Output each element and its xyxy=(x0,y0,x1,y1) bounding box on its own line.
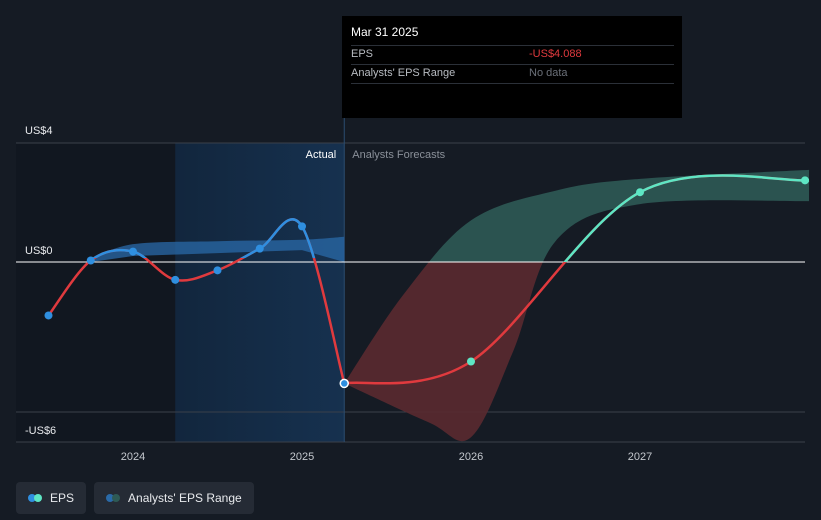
tooltip-range-value: No data xyxy=(529,67,568,79)
actual-shade xyxy=(16,143,176,442)
legend-eps-label: EPS xyxy=(50,491,75,505)
tooltip-row-range: Analysts' EPS Range No data xyxy=(351,64,674,84)
tooltip-eps-label: EPS xyxy=(351,48,374,60)
highlight-period xyxy=(175,143,345,442)
actual-label: Actual xyxy=(306,149,337,161)
eps-forecast-point xyxy=(801,176,809,185)
eps-forecast-point xyxy=(636,188,644,197)
forecast-range-negative xyxy=(344,262,543,442)
legend-range-swatch-icon xyxy=(106,494,121,502)
eps-actual-point xyxy=(255,244,264,253)
tooltip-eps-value: -US$4.088 xyxy=(529,48,582,60)
forecast-range-positive xyxy=(428,169,809,262)
legend-eps[interactable]: EPS xyxy=(16,482,87,514)
actual-range-band xyxy=(90,236,345,262)
eps-actual-point xyxy=(86,256,95,265)
y-tick-label: -US$6 xyxy=(25,425,56,437)
tooltip: Mar 31 2025 EPS -US$4.088 Analysts' EPS … xyxy=(342,16,682,118)
legend: EPS Analysts' EPS Range xyxy=(16,482,254,514)
x-tick-label: 2027 xyxy=(628,451,652,463)
forecast-label: Analysts Forecasts xyxy=(352,149,445,161)
eps-forecast-point xyxy=(467,357,475,366)
legend-eps-swatch-icon xyxy=(28,494,42,502)
y-tick-label: US$4 xyxy=(25,125,53,137)
tooltip-row-eps: EPS -US$4.088 xyxy=(351,45,674,64)
eps-actual-point xyxy=(339,378,349,389)
eps-actual-point xyxy=(44,311,53,320)
legend-range-label: Analysts' EPS Range xyxy=(128,491,242,505)
tooltip-range-label: Analysts' EPS Range xyxy=(351,67,456,79)
x-tick-label: 2025 xyxy=(290,451,314,463)
legend-range[interactable]: Analysts' EPS Range xyxy=(94,482,254,514)
legend-range-dot-a xyxy=(106,494,115,502)
y-tick-label: US$0 xyxy=(25,245,53,257)
eps-actual-point xyxy=(171,275,180,284)
tooltip-date: Mar 31 2025 xyxy=(351,25,419,39)
x-tick-label: 2026 xyxy=(459,451,483,463)
legend-range-dot-b xyxy=(112,494,121,502)
eps-forecast-line xyxy=(563,174,810,262)
legend-eps-dot-b xyxy=(34,494,42,502)
eps-actual-point xyxy=(298,222,306,231)
eps-actual-line xyxy=(92,218,316,258)
eps-actual-point xyxy=(129,247,137,256)
eps-actual-point xyxy=(213,266,222,275)
x-tick-label: 2024 xyxy=(121,451,145,463)
legend-eps-dot-a xyxy=(28,494,36,502)
